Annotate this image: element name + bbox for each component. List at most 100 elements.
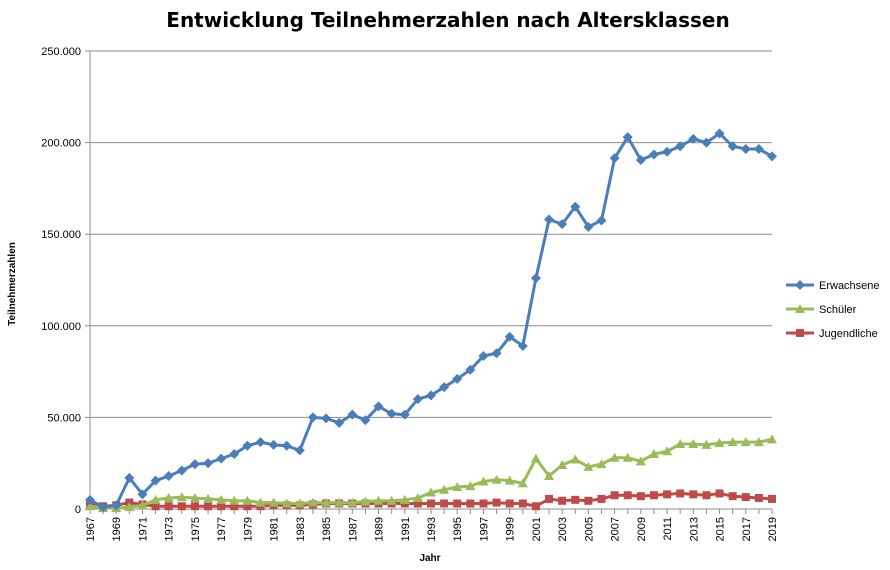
data-point-erwachsene: [544, 214, 555, 225]
data-point-erwachsene: [478, 351, 489, 362]
data-point-sch-ler: [727, 437, 738, 447]
data-point-jugendliche: [531, 502, 540, 511]
x-tick-label: 1967: [85, 517, 97, 541]
gridlines: [90, 50, 772, 418]
x-tick-label: 1975: [190, 517, 202, 541]
data-point-sch-ler: [229, 495, 240, 505]
data-point-erwachsene: [321, 413, 332, 424]
x-tick-label: 1981: [269, 517, 281, 541]
data-point-sch-ler: [609, 452, 620, 462]
data-point-erwachsene: [622, 132, 633, 143]
x-tick-label: 1999: [505, 517, 517, 541]
legend-item-erwachsene: Erwachsene: [786, 280, 880, 292]
legend: Erwachsene Schüler Jugendliche: [786, 280, 880, 340]
data-point-erwachsene: [373, 401, 384, 412]
x-tick-label: 1993: [426, 517, 438, 541]
data-point-erwachsene: [255, 437, 266, 448]
data-point-sch-ler: [491, 474, 502, 484]
data-point-erwachsene: [530, 273, 541, 284]
data-point-jugendliche: [217, 502, 226, 511]
x-tick-label: 1979: [242, 517, 254, 541]
x-tick-label: 1973: [164, 517, 176, 541]
x-tick-labels: 1967 1969 1971 1973 1975 1977 1979 1981 1983 1985…: [85, 517, 779, 541]
data-point-jugendliche: [558, 496, 567, 505]
data-point-erwachsene: [98, 502, 109, 513]
data-point-jugendliche: [440, 499, 449, 508]
data-point-erwachsene: [426, 390, 436, 401]
data-point-erwachsene: [111, 500, 122, 511]
data-point-sch-ler: [517, 478, 528, 488]
data-point-sch-ler: [767, 434, 777, 444]
data-point-jugendliche: [649, 491, 658, 500]
data-point-erwachsene: [294, 445, 305, 456]
data-point-erwachsene: [137, 489, 148, 500]
data-point-jugendliche: [151, 502, 160, 511]
data-point-jugendliche: [479, 499, 488, 508]
data-point-erwachsene: [714, 128, 725, 139]
data-point-sch-ler: [688, 438, 699, 448]
y-tick-label: 100.000: [41, 321, 81, 333]
data-point-erwachsene: [242, 440, 253, 451]
axes: [85, 50, 773, 514]
y-axis-label: Teilnehmerzahlen: [7, 242, 18, 326]
data-point-sch-ler: [570, 454, 581, 464]
data-point-sch-ler: [203, 493, 214, 503]
x-tick-label: 1971: [137, 517, 149, 541]
data-point-jugendliche: [584, 496, 593, 505]
data-point-sch-ler: [740, 437, 751, 447]
data-point-sch-ler: [412, 493, 423, 503]
series-sch-ler: [85, 434, 777, 513]
y-tick-label: 250.000: [41, 46, 81, 58]
data-point-sch-ler: [163, 493, 174, 503]
legend-marker: [796, 329, 804, 337]
data-point-erwachsene: [85, 494, 95, 505]
x-axis-label: Jahr: [419, 553, 440, 564]
data-point-jugendliche: [715, 489, 724, 498]
data-point-erwachsene: [727, 141, 738, 152]
x-tick-label: 2019: [767, 517, 779, 541]
data-point-jugendliche: [676, 489, 685, 498]
data-point-sch-ler: [255, 497, 266, 507]
legend-label: Jugendliche: [819, 328, 878, 340]
legend-marker: [795, 304, 805, 313]
data-point-erwachsene: [189, 459, 200, 470]
data-point-sch-ler: [189, 493, 200, 503]
y-tick-label: 150.000: [41, 229, 81, 241]
x-tick-label: 1997: [478, 517, 490, 541]
data-point-erwachsene: [517, 340, 528, 351]
x-tick-label: 2001: [531, 517, 543, 541]
data-point-jugendliche: [545, 494, 554, 503]
data-point-sch-ler: [294, 498, 305, 508]
data-point-sch-ler: [176, 492, 187, 502]
data-point-sch-ler: [635, 456, 646, 466]
data-point-jugendliche: [518, 499, 527, 508]
data-point-sch-ler: [583, 461, 594, 471]
data-point-erwachsene: [452, 373, 463, 384]
data-point-sch-ler: [675, 438, 686, 448]
data-point-sch-ler: [334, 497, 345, 507]
data-point-sch-ler: [439, 484, 450, 494]
series-group: [85, 128, 777, 513]
data-point-jugendliche: [728, 492, 737, 501]
legend-label: Schüler: [819, 304, 857, 316]
y-tick-label: 200.000: [41, 138, 81, 150]
data-point-erwachsene: [648, 149, 659, 160]
x-tick-label: 2005: [583, 517, 595, 541]
data-point-jugendliche: [413, 499, 422, 508]
data-point-jugendliche: [597, 494, 606, 503]
data-point-sch-ler: [596, 459, 607, 469]
data-point-sch-ler: [662, 446, 673, 456]
data-point-erwachsene: [360, 415, 371, 426]
legend-label: Erwachsene: [819, 280, 880, 292]
data-point-erwachsene: [701, 137, 712, 148]
x-tick-label: 1977: [216, 517, 228, 541]
data-point-sch-ler: [281, 498, 292, 508]
data-point-sch-ler: [137, 500, 148, 510]
data-point-erwachsene: [570, 201, 581, 212]
x-tick-label: 1985: [321, 517, 333, 541]
data-point-sch-ler: [648, 449, 659, 459]
data-point-erwachsene: [609, 153, 620, 164]
data-point-erwachsene: [583, 221, 594, 232]
data-point-sch-ler: [347, 497, 358, 507]
y-tick-label: 50.000: [47, 412, 81, 424]
